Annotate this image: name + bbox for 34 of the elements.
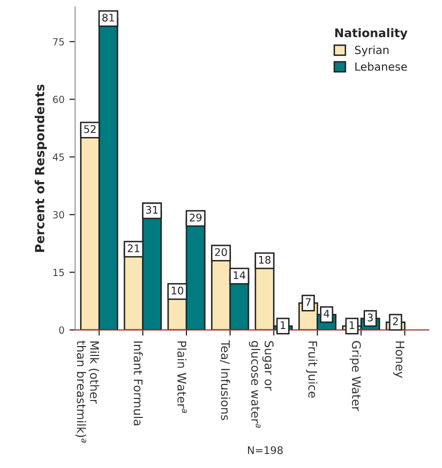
x-tick-label: Tea/ Infusions — [220, 340, 230, 420]
data-label: 1 — [280, 321, 286, 329]
x-tick-label: Gripe Water — [350, 341, 362, 412]
legend-title: Nationality — [335, 28, 408, 40]
x-tick-label: Sugar or glucose water$^{a}$ — [248, 341, 274, 428]
data-label: 3 — [368, 314, 373, 322]
data-label: 18 — [259, 256, 271, 264]
y-tick-label: 45 — [52, 154, 64, 161]
legend-label: Syrian — [355, 46, 388, 56]
data-label: 10 — [172, 286, 184, 295]
data-label: 21 — [128, 244, 140, 252]
data-label: 14 — [234, 271, 246, 279]
data-label: 52 — [84, 125, 96, 134]
x-tick-label: Milk (other than breastmilk)$^{a}$ — [75, 340, 100, 443]
x-tick-label: Fruit Juice — [306, 342, 318, 398]
data-label: 7 — [306, 298, 311, 306]
data-label: 20 — [215, 248, 227, 256]
y-axis-title: Percent of Respondents — [34, 84, 47, 252]
data-label: 1 — [350, 321, 354, 329]
data-label: 2 — [393, 317, 398, 326]
data-label: 31 — [146, 206, 158, 214]
y-tick-label: 15 — [53, 268, 64, 276]
x-tick-label: Plain Water$^{a}$ — [177, 342, 187, 413]
data-label: 4 — [324, 310, 330, 318]
text: N=198 — [248, 446, 283, 454]
x-tick-label: Infant Formula — [134, 342, 143, 426]
y-tick-label: 30 — [53, 211, 64, 218]
data-label: 29 — [190, 214, 202, 222]
legend-label: Lebanese — [355, 62, 407, 71]
y-tick-label: 0 — [59, 326, 64, 334]
data-label: 81 — [102, 14, 114, 22]
x-tick-label: Honey — [393, 342, 404, 378]
y-tick-label: 75 — [53, 38, 64, 46]
y-tick-label: 60 — [53, 96, 64, 104]
